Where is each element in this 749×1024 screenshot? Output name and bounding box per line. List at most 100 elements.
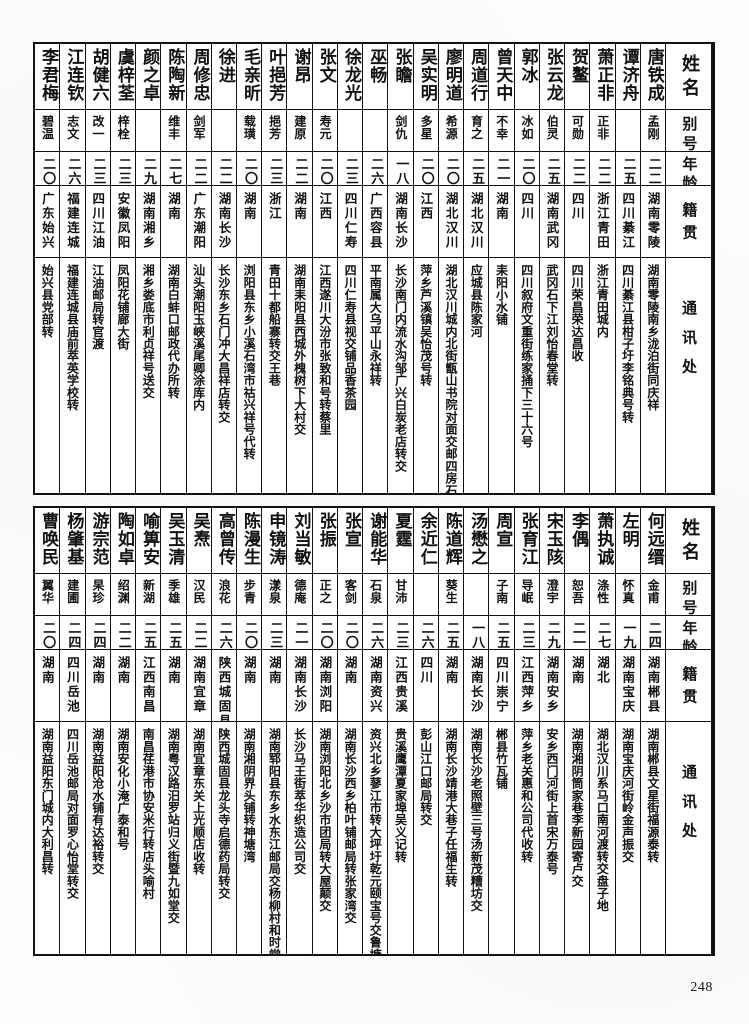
table-row: 萧正非 正非 二二 浙江青田 浙江青田城内 xyxy=(589,44,615,493)
cell-name: 周修忠 xyxy=(186,44,211,110)
cell-origin: 湖南宝庆 xyxy=(615,650,640,722)
column-header-group: 姓名 别号 年龄 籍贯 通讯处 xyxy=(665,508,713,954)
cell-address-text: 资兴北乡蓼江市转大坪圩乾元颐宝号交鲁塘 xyxy=(368,728,383,954)
cell-alias-text: 伯灵 xyxy=(545,115,560,140)
cell-alias-text: 步青 xyxy=(242,579,257,604)
cell-age: 二六 xyxy=(211,616,237,650)
cell-address-text: 湖南益阳东门城内大利昌转 xyxy=(40,728,55,875)
cell-name: 谢昂 xyxy=(287,44,312,110)
cell-address: 郴县竹瓦铺 xyxy=(489,722,513,954)
cell-address-text: 四川岳池邮局对面罗心怡堂转交 xyxy=(65,728,80,900)
cell-age: 二二 xyxy=(287,152,312,186)
cell-alias-text: 杲珍 xyxy=(91,579,106,604)
cell-alias-text: 新湖 xyxy=(141,579,156,604)
cell-origin-text: 湖南 xyxy=(165,656,181,685)
cell-address-text: 湖南益阳沧水铺有达裕转交 xyxy=(90,728,105,875)
cell-age: 二一 xyxy=(489,152,514,186)
cell-origin: 四川仁寿 xyxy=(337,186,363,258)
table-row: 巫畅 二六 广西容县 平南属大乌平山永祥转 xyxy=(362,44,388,493)
cell-address: 四川荣昌荣达昌收 xyxy=(565,258,589,493)
cell-age: 二〇 xyxy=(337,616,363,650)
cell-origin-text: 浙江 xyxy=(266,192,282,221)
table-row: 郭冰 冰如 二〇 四川 四川叙府文重街练家捅下三十六号 xyxy=(513,44,539,493)
cell-name-text: 谢昂 xyxy=(290,48,311,85)
cell-age-text: 一八 xyxy=(393,157,409,186)
cell-origin: 湖南宜章 xyxy=(186,650,211,722)
table-row: 谭济舟 二五 四川綦江 四川綦江县柑子圩李铭典号转 xyxy=(614,44,640,493)
cell-alias-text: 可勋 xyxy=(570,115,585,140)
cell-alias xyxy=(136,110,161,152)
cell-origin: 江西南昌 xyxy=(136,650,161,722)
cell-alias: 恕吾 xyxy=(565,574,590,616)
cell-name: 郭冰 xyxy=(514,44,539,110)
header-alias: 别号 xyxy=(666,574,711,616)
cell-name-text: 陈陶新 xyxy=(164,48,185,103)
cell-address-text: 江油邮局转官渡 xyxy=(90,264,105,350)
cell-name-text: 周修忠 xyxy=(189,48,210,103)
cell-name: 颜之卓 xyxy=(136,44,161,110)
cell-age-text: 二三 xyxy=(90,157,106,186)
cell-address-text: 湖南耒阳县西城外槐树下大村交 xyxy=(292,264,307,436)
cell-origin: 四川綦江 xyxy=(615,186,640,258)
cell-address-text: 湖南浏阳北乡沙市团局转大屋颠交 xyxy=(317,728,332,912)
cell-address-text: 安乡西门河街上首宋万泰号 xyxy=(544,728,559,875)
cell-age-text: 二〇 xyxy=(443,157,459,186)
cell-address-text: 湖南白蚌口邮政代办所转 xyxy=(166,264,181,399)
cell-name: 徐龙光 xyxy=(337,44,363,110)
cell-address: 湖南白蚌口邮政代办所转 xyxy=(161,258,185,493)
cell-name-text: 虞梓荃 xyxy=(113,48,134,103)
cell-origin-text: 江西 xyxy=(317,192,333,221)
header-origin-text: 籍贯 xyxy=(680,666,699,711)
cell-name-text: 张振 xyxy=(315,512,336,549)
cell-age: 二〇 xyxy=(312,616,337,650)
cell-name-text: 游宗范 xyxy=(88,512,109,567)
table-row: 李君梅 碧温 二〇 广东始兴 始兴县党部转 xyxy=(35,44,60,493)
cell-origin-text: 湖北 xyxy=(594,656,610,685)
cell-alias: 维丰 xyxy=(161,110,186,152)
table-row: 喻箅安 新湖 二五 江西南昌 南昌荏港市协安米行转店头喻村 xyxy=(135,508,161,954)
cell-alias-text: 不幸 xyxy=(494,115,509,140)
cell-age: 二四 xyxy=(60,616,85,650)
cell-address: 陕西城固县龙头寺启德药局转交 xyxy=(212,722,236,954)
cell-name-text: 李偶 xyxy=(568,512,589,549)
cell-name: 萧正非 xyxy=(590,44,615,110)
table-row: 曾天中 不幸 二一 湖南 耒阳小水铺 xyxy=(488,44,514,493)
cell-alias: 多星 xyxy=(413,110,438,152)
cell-name: 陈陶新 xyxy=(161,44,186,110)
table-row: 吴玉清 季雄 二五 湖南 湖南粤汉路汨罗站归义街暨九如堂交 xyxy=(160,508,186,954)
cell-origin-text: 四川 xyxy=(418,656,434,685)
cell-alias: 冰如 xyxy=(514,110,539,152)
cell-age: 二五 xyxy=(464,152,489,186)
cell-name-text: 陈漫生 xyxy=(240,512,261,567)
cell-name: 张文 xyxy=(312,44,337,110)
cell-name: 游宗范 xyxy=(85,508,110,574)
roster-table-bottom: 姓名 别号 年龄 籍贯 通讯处 何远缙 金甫 二四 湖南郴县 湖南郴县文星街福源泰转 左明 怀真 一九湖… xyxy=(33,506,715,956)
cell-name-text: 陈道辉 xyxy=(441,512,462,567)
cell-alias-text: 载璜 xyxy=(242,115,257,140)
cell-address-text: 青田十都船寨转交王巷 xyxy=(267,264,282,387)
cell-alias-text: 碧温 xyxy=(40,115,55,140)
cell-alias-text: 石泉 xyxy=(368,579,383,604)
cell-name-text: 曹唤民 xyxy=(38,512,59,567)
cell-origin-text: 四川綦江 xyxy=(620,192,636,250)
cell-origin: 湖南长沙 xyxy=(464,650,489,722)
cell-name: 徐进 xyxy=(211,44,237,110)
cell-address: 贵溪鹰潭夏家埠吴义记转 xyxy=(388,722,412,954)
table-row: 李偶 恕吾 二一 湖南 湖南湘阴筒家巷李新园寄卢交 xyxy=(564,508,590,954)
cell-age: 一八 xyxy=(388,152,413,186)
cell-origin: 江西 xyxy=(413,186,438,258)
cell-age-text: 二五 xyxy=(443,621,459,650)
cell-name-text: 颜之卓 xyxy=(139,48,160,103)
cell-origin-text: 湖南 xyxy=(165,192,181,221)
cell-address: 始兴县党部转 xyxy=(35,258,59,493)
cell-origin: 湖南浏阳 xyxy=(312,650,337,722)
cell-address: 湖南郴县文星街福源泰转 xyxy=(641,722,665,954)
cell-alias-text: 翼华 xyxy=(40,579,55,604)
cell-address: 萍乡老关惠和公司代收转 xyxy=(515,722,539,954)
cell-age: 二四 xyxy=(640,616,665,650)
cell-name-text: 叶挹芳 xyxy=(265,48,286,103)
cell-origin: 湖南武冈 xyxy=(539,186,565,258)
cell-name: 张育江 xyxy=(514,508,539,574)
cell-age: 二三 xyxy=(514,616,539,650)
cell-origin: 四川 xyxy=(413,650,438,722)
